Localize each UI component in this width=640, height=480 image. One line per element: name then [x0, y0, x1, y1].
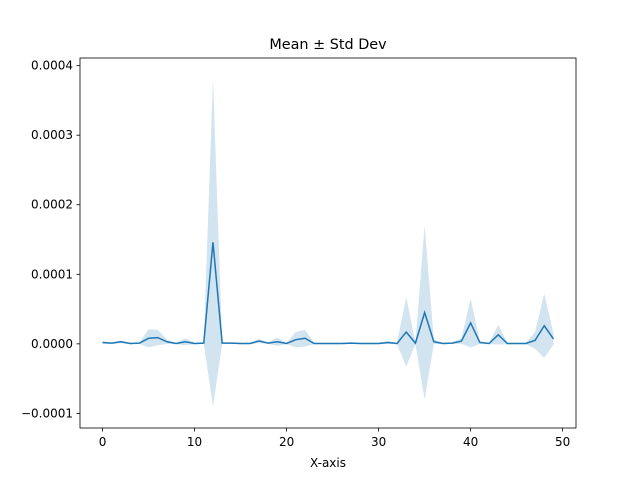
std-band [102, 78, 554, 407]
y-tick-label: 0.0004 [31, 59, 73, 73]
x-tick-label: 30 [371, 435, 386, 449]
y-axis-label: Y-axis [0, 226, 3, 261]
x-tick-label: 50 [555, 435, 570, 449]
x-tick-label: 10 [187, 435, 202, 449]
y-tick-label: 0.0003 [31, 128, 73, 142]
x-tick-label: 20 [279, 435, 294, 449]
y-tick-label: 0.0002 [31, 198, 73, 212]
y-tick-label: 0.0000 [31, 337, 73, 351]
x-tick-label: 0 [99, 435, 107, 449]
mean-line [102, 242, 555, 345]
y-tick-label: 0.0001 [31, 267, 73, 281]
x-axis-label: X-axis [310, 456, 346, 470]
x-tick-label: 40 [463, 435, 478, 449]
plot-frame [79, 57, 577, 429]
chart-title: Mean ± Std Dev [269, 37, 387, 53]
y-tick-label: −0.0001 [21, 406, 73, 420]
